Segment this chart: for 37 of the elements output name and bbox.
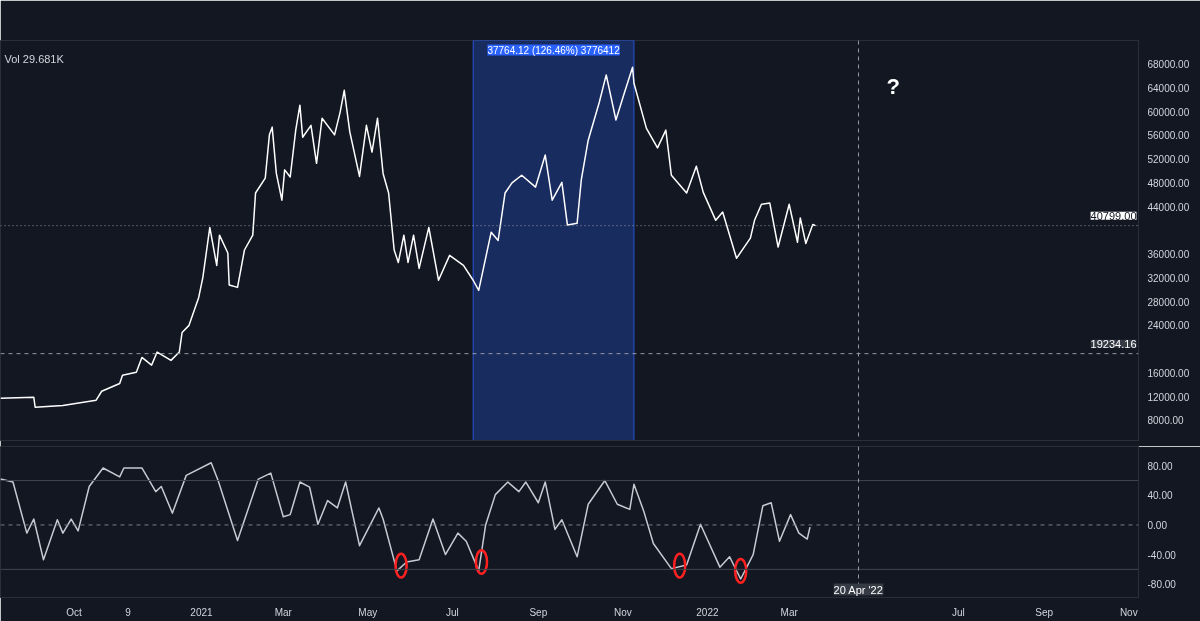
y-tick-label: -40.00 (1147, 549, 1177, 561)
band-label: 37764.12 (126.46%) 3776412 (487, 44, 621, 56)
annotation: ? (886, 73, 900, 99)
y-tick-label: 56000.00 (1147, 130, 1190, 142)
y-tick-label: -80.00 (1147, 579, 1177, 591)
y-tick-label: 64000.00 (1147, 82, 1190, 94)
x-tick-label: Jul (445, 606, 459, 618)
y-tick-label: 16000.00 (1147, 367, 1190, 379)
y-tick-label: 0.00 (1147, 519, 1168, 531)
y-tick-label: 48000.00 (1147, 177, 1190, 189)
y-tick-label: 24000.00 (1147, 320, 1190, 332)
y-tick-label: 32000.00 (1147, 272, 1190, 284)
x-tick-label: Nov (1119, 606, 1138, 618)
x-tick-label: 2021 (190, 606, 214, 618)
y-tick-label: 68000.00 (1147, 59, 1190, 71)
x-tick-label: Nov (613, 606, 632, 618)
x-tick-label: Sep (529, 606, 548, 618)
annotation: Vol 29.681K (4, 52, 65, 65)
y-tick-label: 40.00 (1147, 490, 1173, 502)
x-tick-label: Jul (951, 606, 965, 618)
ref-line-label: 19234.16 (1090, 337, 1137, 350)
y-tick-label: 44000.00 (1147, 201, 1190, 213)
x-tick-label: 2022 (696, 606, 719, 618)
y-tick-label: 80.00 (1147, 460, 1173, 472)
x-tick-label: 9 (125, 606, 132, 618)
y-tick-label: 52000.00 (1147, 154, 1190, 166)
x-tick-label: Mar (780, 606, 799, 618)
y-tick-label: 60000.00 (1147, 106, 1190, 118)
x-tick-label: Sep (1035, 606, 1054, 618)
y-tick-label: 8000.00 (1147, 415, 1185, 427)
x-tick-label: May (358, 606, 378, 618)
ref-line-label: 20 Apr '22 (833, 583, 883, 596)
y-tick-label: 36000.00 (1147, 249, 1190, 261)
y-tick-label: 12000.00 (1147, 391, 1190, 403)
y-tick-label: 28000.00 (1147, 296, 1190, 308)
x-tick-label: Mar (274, 606, 293, 618)
x-tick-label: Oct (66, 606, 82, 618)
